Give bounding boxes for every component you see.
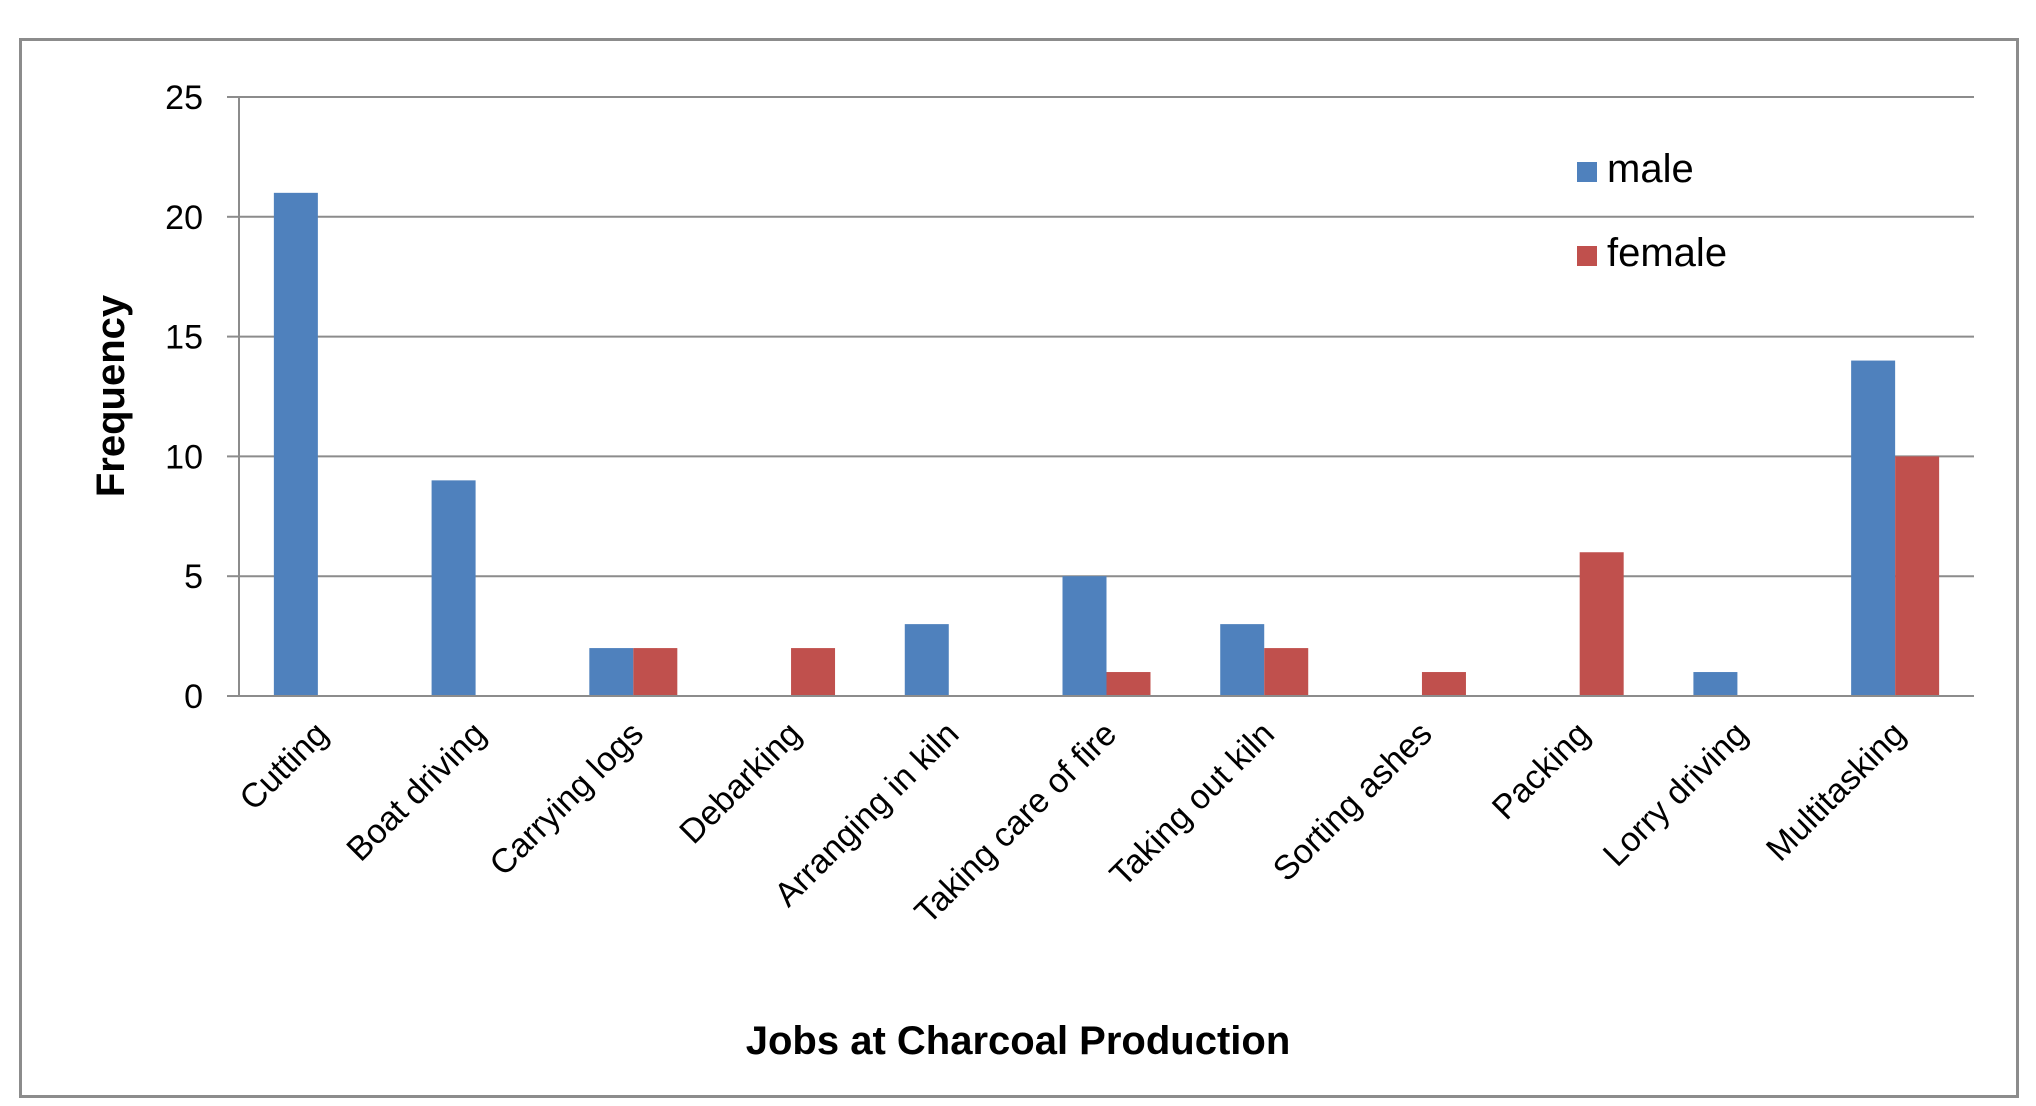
x-category-label: Carrying logs (482, 715, 651, 884)
bar-male-9 (1693, 672, 1738, 696)
x-category-label: Packing (1485, 715, 1597, 827)
legend-label-male: male (1607, 147, 1694, 191)
x-axis-title: Jobs at Charcoal Production (746, 1019, 1291, 1063)
x-axis (227, 96, 1974, 697)
y-tick-label: 15 (165, 319, 203, 357)
x-category-label: Lorry driving (1596, 715, 1755, 874)
bar-male-0 (273, 192, 318, 696)
bar-female-6 (1264, 648, 1309, 696)
bar-male-2 (589, 648, 634, 696)
bar-male-6 (1220, 624, 1265, 696)
x-category-label: Boat driving (339, 715, 493, 869)
bar-male-1 (431, 480, 476, 696)
bars (273, 192, 1940, 696)
bar-female-3 (791, 648, 836, 696)
grid-lines (239, 96, 1974, 578)
bar-female-5 (1106, 672, 1151, 696)
bar-male-4 (904, 624, 949, 696)
legend-swatch-male (1577, 162, 1597, 182)
x-category-label: Sorting ashes (1266, 715, 1440, 889)
x-category-label: Debarking (672, 715, 808, 851)
bar-female-7 (1421, 672, 1466, 696)
y-axis-ticks: 0 5 10 15 20 25 (165, 79, 203, 716)
legend: male female (1577, 147, 1727, 275)
x-category-label: Cutting (232, 715, 335, 818)
bar-male-10 (1851, 360, 1896, 696)
legend-swatch-female (1577, 246, 1597, 266)
x-category-label: Multitasking (1759, 715, 1913, 869)
y-tick-label: 5 (184, 558, 203, 596)
y-axis-title: Frequency (89, 294, 133, 497)
legend-label-female: female (1607, 231, 1727, 275)
y-tick-label: 20 (165, 199, 203, 237)
chart-frame (19, 38, 2019, 1098)
x-category-label: Taking out kiln (1103, 715, 1282, 894)
y-tick-label: 10 (165, 438, 203, 476)
bar-female-2 (633, 648, 678, 696)
bar-male-5 (1062, 576, 1107, 696)
y-tick-label: 0 (184, 678, 203, 716)
y-tick-label: 25 (165, 79, 203, 117)
bar-female-8 (1579, 552, 1624, 696)
bar-female-10 (1895, 456, 1940, 696)
